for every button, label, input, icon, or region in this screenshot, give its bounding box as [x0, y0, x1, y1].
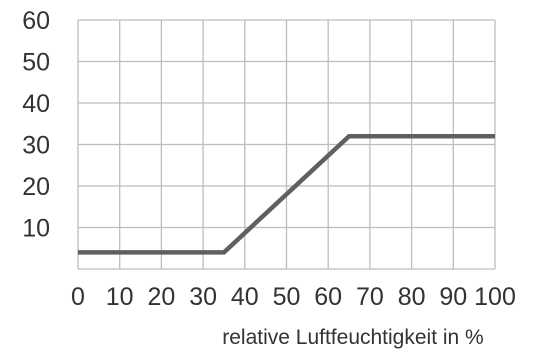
y-tick-labels: 10 20 30 40 50 60 [22, 7, 50, 243]
x-tick-label: 40 [231, 283, 259, 311]
x-tick-label: 20 [147, 283, 175, 311]
grid [77, 19, 496, 270]
x-tick-label: 80 [398, 283, 426, 311]
x-tick-label: 30 [189, 283, 217, 311]
x-tick-label: 60 [314, 283, 342, 311]
y-tick-label: 50 [22, 49, 50, 77]
x-tick-label: 50 [273, 283, 301, 311]
x-tick-labels: 0 10 20 30 40 50 60 70 80 90 100 [71, 283, 516, 311]
x-tick-label: 100 [474, 283, 516, 311]
y-tick-label: 40 [22, 90, 50, 118]
y-tick-label: 20 [22, 173, 50, 201]
x-tick-label: 90 [439, 283, 467, 311]
x-tick-label: 10 [106, 283, 134, 311]
x-tick-label: 0 [71, 283, 85, 311]
x-axis-label: relative Luftfeuchtigkeit in % [222, 326, 483, 349]
y-tick-label: 60 [22, 7, 50, 35]
series-lines [78, 133, 495, 255]
y-tick-label: 10 [22, 215, 50, 243]
y-tick-label: 30 [22, 132, 50, 160]
x-tick-label: 70 [356, 283, 384, 311]
series-line [78, 133, 495, 255]
